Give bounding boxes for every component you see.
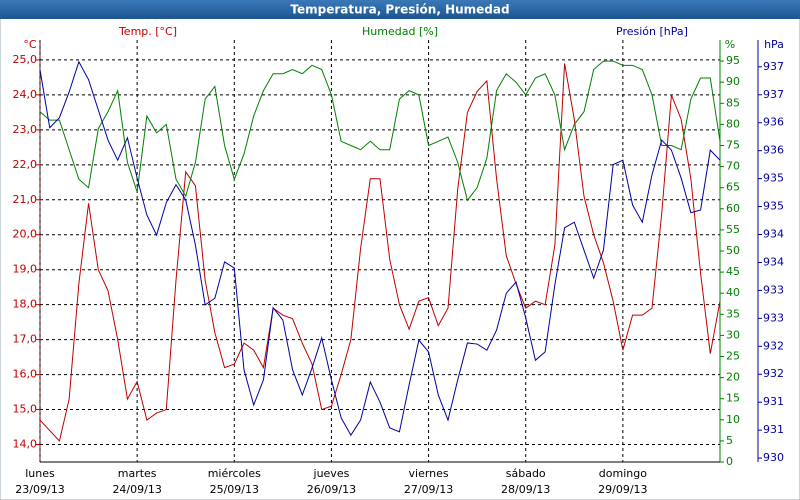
x-tick-label: jueves xyxy=(313,467,350,480)
x-tick-label: miércoles xyxy=(208,467,261,480)
y-tick-label: 935 xyxy=(763,200,784,213)
series-line xyxy=(39,60,721,437)
y-tick-label: 95 xyxy=(726,54,740,67)
y-tick-label: 935 xyxy=(763,172,784,185)
x-tick-date: 29/09/13 xyxy=(598,483,647,496)
x-tick-date: 27/09/13 xyxy=(404,483,453,496)
y-tick-label: 18,0 xyxy=(13,298,38,311)
y-tick-label: 45 xyxy=(726,265,740,278)
y-tick-label: 937 xyxy=(763,60,784,73)
y-tick-label: 931 xyxy=(763,395,784,408)
y-tick-label: 934 xyxy=(763,228,784,241)
y-tick-label: 20,0 xyxy=(13,228,38,241)
x-tick-date: 28/09/13 xyxy=(501,483,550,496)
axis-unit: hPa xyxy=(764,38,784,51)
x-tick-label: domingo xyxy=(599,467,647,480)
y-tick-label: 55 xyxy=(726,223,740,236)
axis-unit: °C xyxy=(23,38,37,51)
axis-title: Humedad [%] xyxy=(362,25,438,38)
title-bar xyxy=(0,0,800,19)
x-tick-date: 25/09/13 xyxy=(210,483,259,496)
y-tick-label: 14,0 xyxy=(13,438,38,451)
y-tick-label: 80 xyxy=(726,117,740,130)
x-tick-label: martes xyxy=(118,467,157,480)
y-tick-label: 931 xyxy=(763,423,784,436)
y-tick-label: 5 xyxy=(726,434,733,447)
y-tick-label: 90 xyxy=(726,75,740,88)
y-tick-label: 16,0 xyxy=(13,368,38,381)
y-tick-label: 19,0 xyxy=(13,263,38,276)
series-line xyxy=(39,60,721,202)
y-tick-label: 934 xyxy=(763,255,784,268)
y-tick-label: 937 xyxy=(763,88,784,101)
y-tick-label: 30 xyxy=(726,328,740,341)
x-tick-date: 23/09/13 xyxy=(15,483,64,496)
y-tick-label: 85 xyxy=(726,96,740,109)
y-tick-label: 0 xyxy=(726,455,733,468)
y-tick-label: 40 xyxy=(726,286,740,299)
x-tick-label: viernes xyxy=(409,467,449,480)
axis-title: Temp. [°C] xyxy=(118,25,177,38)
y-tick-label: 75 xyxy=(726,139,740,152)
y-tick-label: 21,0 xyxy=(13,193,38,206)
y-tick-label: 936 xyxy=(763,144,784,157)
y-tick-label: 20 xyxy=(726,371,740,384)
y-tick-label: 35 xyxy=(726,307,740,320)
y-tick-label: 50 xyxy=(726,244,740,257)
y-tick-label: 70 xyxy=(726,160,740,173)
y-tick-label: 23,0 xyxy=(13,123,38,136)
y-tick-label: 930 xyxy=(763,451,784,464)
y-tick-label: 25,0 xyxy=(13,53,38,66)
y-tick-label: 10 xyxy=(726,413,740,426)
y-tick-label: 933 xyxy=(763,311,784,324)
x-tick-date: 26/09/13 xyxy=(307,483,356,496)
y-tick-label: 17,0 xyxy=(13,333,38,346)
y-tick-label: 936 xyxy=(763,116,784,129)
axis-unit: % xyxy=(725,38,735,51)
y-tick-label: 60 xyxy=(726,202,740,215)
y-tick-label: 15 xyxy=(726,392,740,405)
y-tick-label: 932 xyxy=(763,339,784,352)
y-tick-label: 24,0 xyxy=(13,88,38,101)
y-tick-label: 22,0 xyxy=(13,158,38,171)
y-tick-label: 932 xyxy=(763,367,784,380)
y-tick-label: 933 xyxy=(763,283,784,296)
y-tick-label: 15,0 xyxy=(13,403,38,416)
y-tick-label: 25 xyxy=(726,350,740,363)
x-tick-label: lunes xyxy=(25,467,55,480)
x-tick-label: sábado xyxy=(506,467,546,480)
chart-title: Temperatura, Presión, Humedad xyxy=(290,3,509,17)
x-tick-date: 24/09/13 xyxy=(112,483,161,496)
series-line xyxy=(39,63,721,443)
y-tick-label: 65 xyxy=(726,181,740,194)
axis-title: Presión [hPa] xyxy=(616,25,688,38)
